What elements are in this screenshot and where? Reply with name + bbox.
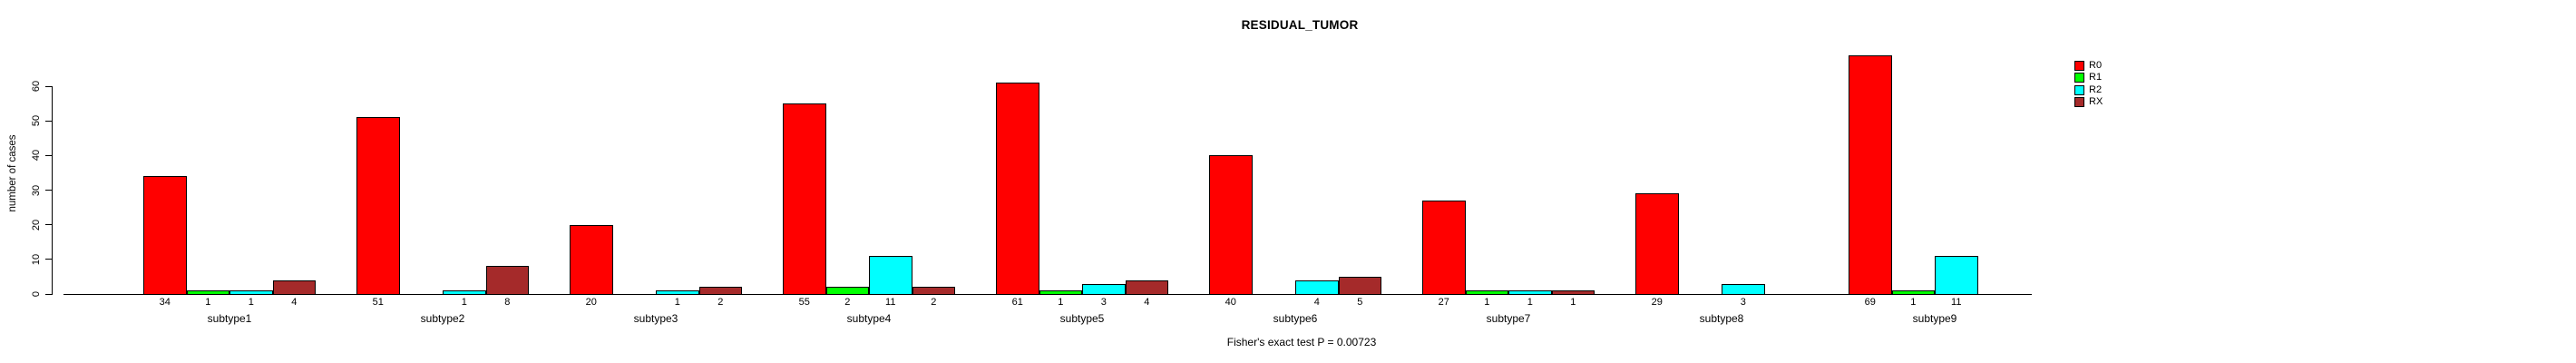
bar-value-label: 2 xyxy=(844,297,851,308)
y-tick-mark xyxy=(45,190,53,191)
category-label-subtype5: subtype5 xyxy=(1059,312,1105,325)
bar-rx-subtype7 xyxy=(1551,290,1595,295)
y-tick-mark xyxy=(45,120,53,122)
bar-r1-subtype9 xyxy=(1891,290,1935,295)
bar-value-label: 2 xyxy=(931,297,937,308)
bar-value-label: 1 xyxy=(461,297,467,308)
bar-value-label: 29 xyxy=(1651,297,1663,308)
bar-value-label: 1 xyxy=(1484,297,1490,308)
bar-r2-subtype5 xyxy=(1082,283,1126,295)
category-label-subtype9: subtype9 xyxy=(1912,312,1957,325)
bar-r2-subtype3 xyxy=(656,290,699,295)
bar-value-label: 4 xyxy=(1144,297,1150,308)
y-tick-label: 20 xyxy=(31,219,42,231)
bar-r0-subtype9 xyxy=(1849,54,1892,295)
bar-value-label: 2 xyxy=(717,297,724,308)
bar-rx-subtype4 xyxy=(912,287,955,295)
legend-swatch-rx xyxy=(2074,97,2084,108)
chart-title: RESIDUAL_TUMOR xyxy=(1241,18,1359,32)
bar-value-label: 11 xyxy=(1951,297,1962,308)
bar-value-label: 1 xyxy=(674,297,680,308)
bar-value-label: 4 xyxy=(1313,297,1320,308)
fisher-test-caption: Fisher's exact test P = 0.00723 xyxy=(1226,336,1377,348)
bar-rx-subtype1 xyxy=(272,280,316,295)
legend-swatch-r0 xyxy=(2074,61,2084,71)
category-label-subtype2: subtype2 xyxy=(420,312,465,325)
bar-r1-subtype4 xyxy=(825,287,869,295)
bar-value-label: 55 xyxy=(798,297,810,308)
bar-value-label: 5 xyxy=(1357,297,1363,308)
bar-value-label: 1 xyxy=(1910,297,1917,308)
bar-r2-subtype6 xyxy=(1295,280,1339,295)
bar-r2-subtype1 xyxy=(229,290,273,295)
category-label-subtype8: subtype8 xyxy=(1699,312,1744,325)
bar-value-label: 51 xyxy=(372,297,384,308)
bar-rx-subtype6 xyxy=(1338,276,1381,295)
category-label-subtype3: subtype3 xyxy=(633,312,678,325)
bar-r0-subtype3 xyxy=(570,224,613,295)
y-tick-mark xyxy=(45,293,53,295)
y-tick-label: 30 xyxy=(31,184,42,196)
bar-value-label: 1 xyxy=(248,297,254,308)
y-tick-label: 0 xyxy=(31,290,42,298)
bar-r1-subtype1 xyxy=(186,290,229,295)
bar-r0-subtype2 xyxy=(356,117,400,295)
category-label-subtype1: subtype1 xyxy=(207,312,252,325)
legend-swatch-r1 xyxy=(2074,73,2084,83)
legend-label-r1: R1 xyxy=(2089,72,2103,83)
bar-value-label: 69 xyxy=(1864,297,1876,308)
bar-value-label: 3 xyxy=(1740,297,1746,308)
bar-value-label: 1 xyxy=(1570,297,1576,308)
y-tick-mark xyxy=(45,259,53,260)
bar-r2-subtype8 xyxy=(1722,283,1765,295)
bar-value-label: 34 xyxy=(159,297,171,308)
bar-value-label: 61 xyxy=(1011,297,1023,308)
bar-value-label: 1 xyxy=(1527,297,1533,308)
y-tick-mark xyxy=(45,154,53,156)
bar-value-label: 1 xyxy=(1058,297,1064,308)
legend-label-r2: R2 xyxy=(2089,83,2103,95)
bar-r2-subtype2 xyxy=(443,290,486,295)
bar-value-label: 40 xyxy=(1225,297,1236,308)
legend-label-r0: R0 xyxy=(2089,60,2103,71)
legend-label-rx: RX xyxy=(2089,96,2103,108)
bar-value-label: 3 xyxy=(1100,297,1107,308)
bar-r0-subtype1 xyxy=(143,176,187,295)
category-label-subtype4: subtype4 xyxy=(846,312,892,325)
y-tick-label: 40 xyxy=(31,150,42,162)
bar-r2-subtype9 xyxy=(1935,256,1978,295)
bar-r0-subtype8 xyxy=(1635,193,1679,295)
category-label-subtype6: subtype6 xyxy=(1273,312,1318,325)
category-label-subtype7: subtype7 xyxy=(1486,312,1531,325)
y-axis-title: number of cases xyxy=(7,134,18,212)
y-tick-mark xyxy=(45,224,53,226)
bar-value-label: 20 xyxy=(585,297,597,308)
bar-r0-subtype6 xyxy=(1209,155,1253,295)
bar-value-label: 1 xyxy=(205,297,211,308)
bar-rx-subtype2 xyxy=(485,266,529,295)
bar-value-label: 4 xyxy=(291,297,298,308)
y-tick-label: 50 xyxy=(31,115,42,127)
bar-r0-subtype4 xyxy=(783,103,826,295)
legend-swatch-r2 xyxy=(2074,84,2084,95)
bar-r2-subtype4 xyxy=(869,256,912,295)
bar-r1-subtype5 xyxy=(1039,290,1082,295)
bar-r2-subtype7 xyxy=(1508,290,1552,295)
bar-r0-subtype7 xyxy=(1422,200,1466,295)
bar-value-label: 27 xyxy=(1438,297,1449,308)
y-tick-label: 10 xyxy=(31,253,42,265)
bar-rx-subtype3 xyxy=(698,287,742,295)
bar-value-label: 8 xyxy=(504,297,511,308)
bar-r0-subtype5 xyxy=(996,83,1039,295)
bar-r1-subtype7 xyxy=(1465,290,1508,295)
y-tick-label: 60 xyxy=(31,80,42,93)
y-axis-line xyxy=(52,86,53,295)
bar-rx-subtype5 xyxy=(1125,280,1168,295)
y-tick-mark xyxy=(45,85,53,87)
bar-value-label: 11 xyxy=(885,297,896,308)
